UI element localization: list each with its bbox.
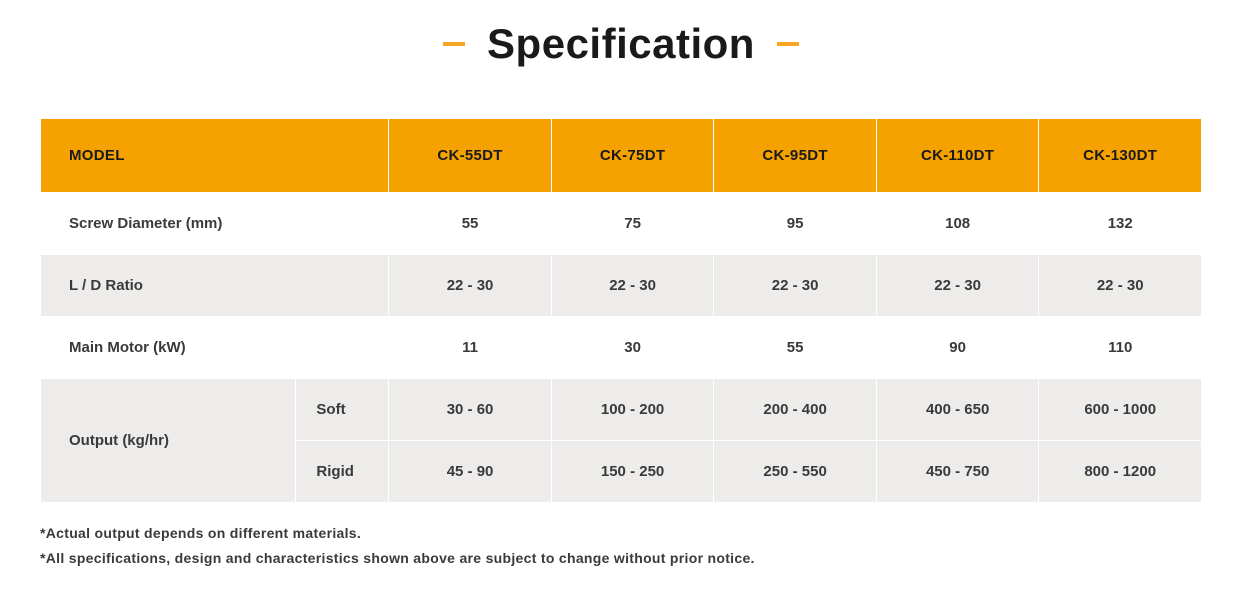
cell: 75: [551, 193, 714, 255]
col-header: CK-130DT: [1039, 119, 1202, 193]
cell: 95: [714, 193, 877, 255]
page-title: Specification: [487, 20, 755, 68]
col-header-model: MODEL: [41, 119, 389, 193]
cell: 90: [876, 317, 1039, 379]
title-dash-left: [443, 42, 465, 46]
cell: 22 - 30: [714, 255, 877, 317]
cell: 22 - 30: [876, 255, 1039, 317]
col-header: CK-75DT: [551, 119, 714, 193]
cell: 132: [1039, 193, 1202, 255]
cell: 22 - 30: [389, 255, 552, 317]
cell: 45 - 90: [389, 441, 552, 503]
cell: 55: [389, 193, 552, 255]
cell: 200 - 400: [714, 379, 877, 441]
cell: 110: [1039, 317, 1202, 379]
row-label: L / D Ratio: [41, 255, 389, 317]
sub-label: Soft: [296, 379, 389, 441]
cell: 600 - 1000: [1039, 379, 1202, 441]
cell: 30 - 60: [389, 379, 552, 441]
row-label: Screw Diameter (mm): [41, 193, 389, 255]
footnote-line: *Actual output depends on different mate…: [40, 521, 1202, 546]
footnote-line: *All specifications, design and characte…: [40, 546, 1202, 571]
cell: 450 - 750: [876, 441, 1039, 503]
title-dash-right: [777, 42, 799, 46]
col-header: CK-55DT: [389, 119, 552, 193]
footnotes: *Actual output depends on different mate…: [40, 521, 1202, 571]
sub-label: Rigid: [296, 441, 389, 503]
row-label-grouped: Output (kg/hr): [41, 379, 296, 503]
table-row: L / D Ratio 22 - 30 22 - 30 22 - 30 22 -…: [41, 255, 1202, 317]
cell: 250 - 550: [714, 441, 877, 503]
cell: 22 - 30: [551, 255, 714, 317]
cell: 100 - 200: [551, 379, 714, 441]
cell: 400 - 650: [876, 379, 1039, 441]
table-row: Output (kg/hr) Soft 30 - 60 100 - 200 20…: [41, 379, 1202, 441]
col-header: CK-95DT: [714, 119, 877, 193]
table-row: Screw Diameter (mm) 55 75 95 108 132: [41, 193, 1202, 255]
col-header: CK-110DT: [876, 119, 1039, 193]
table-row: Main Motor (kW) 11 30 55 90 110: [41, 317, 1202, 379]
table-header-row: MODEL CK-55DT CK-75DT CK-95DT CK-110DT C…: [41, 119, 1202, 193]
cell: 30: [551, 317, 714, 379]
row-label: Main Motor (kW): [41, 317, 389, 379]
page-title-wrap: Specification: [40, 20, 1202, 68]
spec-table: MODEL CK-55DT CK-75DT CK-95DT CK-110DT C…: [40, 118, 1202, 503]
cell: 108: [876, 193, 1039, 255]
cell: 11: [389, 317, 552, 379]
cell: 22 - 30: [1039, 255, 1202, 317]
cell: 800 - 1200: [1039, 441, 1202, 503]
cell: 150 - 250: [551, 441, 714, 503]
cell: 55: [714, 317, 877, 379]
